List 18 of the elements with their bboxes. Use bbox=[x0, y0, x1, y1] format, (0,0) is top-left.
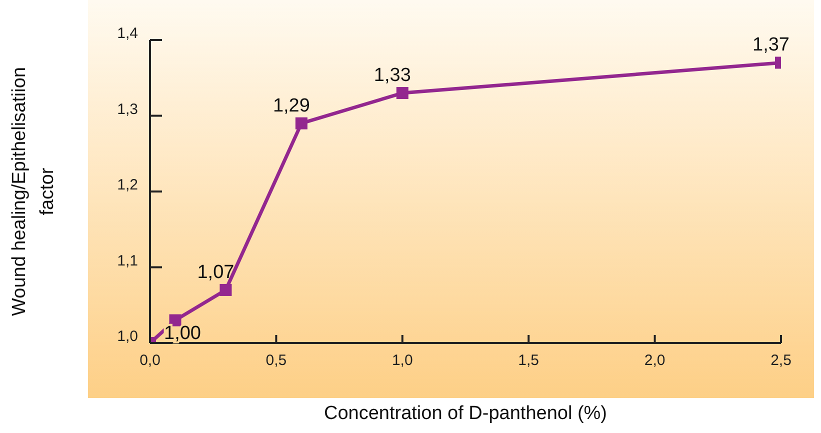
data-label: 1,37 bbox=[752, 34, 790, 56]
y-tick-label: 1,3 bbox=[117, 100, 138, 118]
x-tick-label: 2,5 bbox=[770, 352, 792, 369]
y-tick-label: 1,2 bbox=[117, 176, 138, 194]
x-tick-label: 0,0 bbox=[140, 352, 160, 369]
x-tick-label: 2,0 bbox=[644, 352, 666, 369]
x-tick-label: 1,0 bbox=[392, 352, 413, 369]
x-tick-label: 1,5 bbox=[518, 352, 540, 369]
data-label: 1,33 bbox=[374, 65, 411, 86]
data-label: 1,29 bbox=[272, 95, 310, 116]
y-tick-label: 1,1 bbox=[117, 252, 138, 270]
x-axis-title: Concentration of D-panthenol (%) bbox=[324, 403, 608, 424]
y-tick-label: 1,4 bbox=[117, 25, 138, 42]
y-axis-title: Wound healing/Epithelisatiion factor bbox=[9, 67, 58, 316]
y-tick-label: 1,0 bbox=[117, 328, 138, 345]
x-tick-label: 0,5 bbox=[266, 352, 287, 369]
data-label: 1,07 bbox=[197, 262, 234, 283]
data-label: 1,00 bbox=[164, 323, 201, 344]
